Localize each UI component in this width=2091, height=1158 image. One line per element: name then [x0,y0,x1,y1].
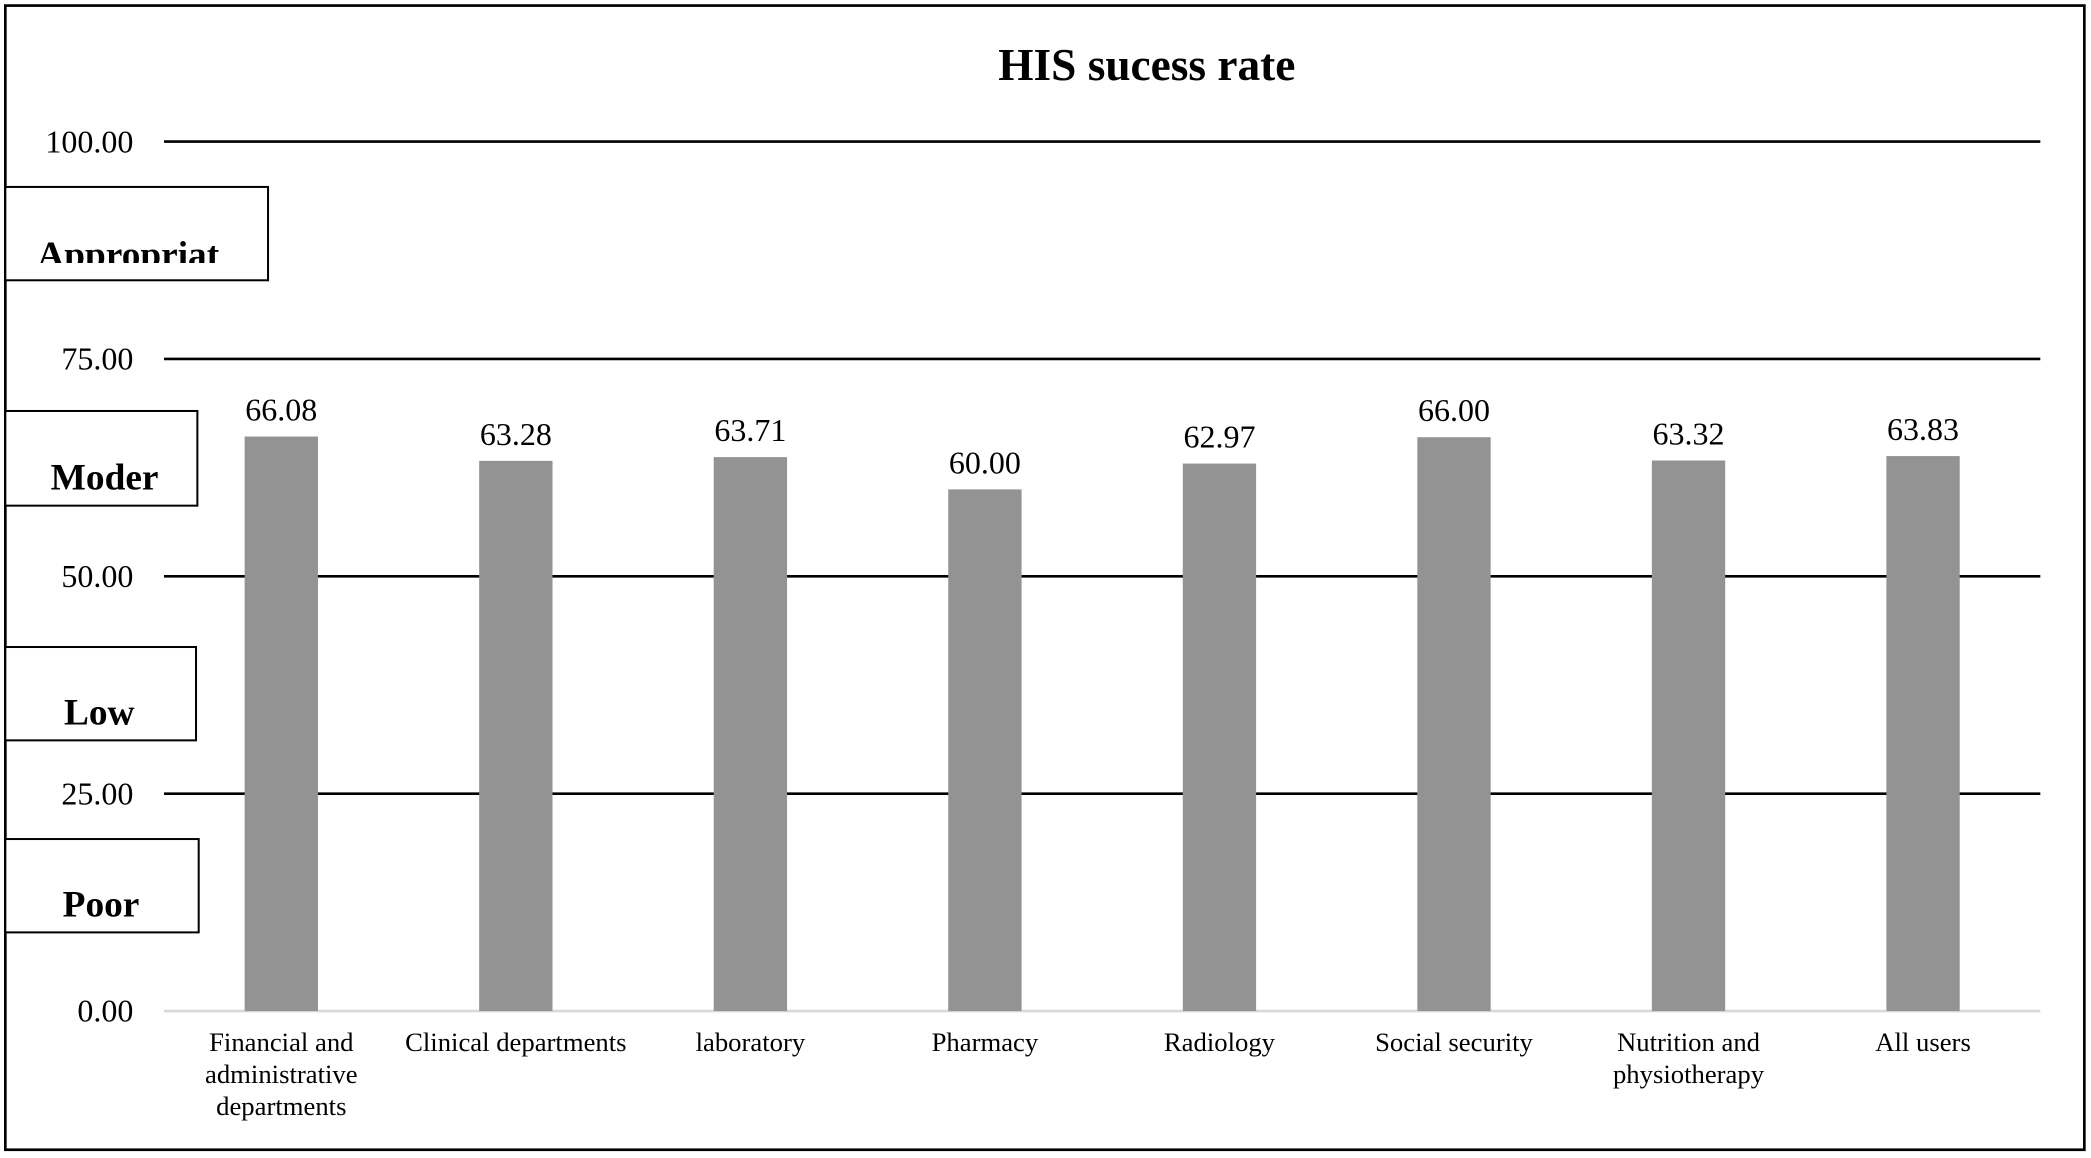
annotation-box [4,646,198,742]
y-tick-label: 50.00 [61,558,133,594]
bar [1651,460,1726,1012]
data-label: 63.28 [480,416,552,452]
annotation: Low [64,692,135,733]
bar [1417,437,1491,1012]
x-tick-label-box: Radiology [1163,1028,1276,1058]
x-tick-label-box: All users [1875,1028,1971,1058]
data-label: 62.97 [1183,419,1255,455]
chart-title: HIS sucess rate [998,40,1295,90]
bar [479,460,553,1012]
data-label: 66.08 [245,392,317,428]
data-label: 63.83 [1887,411,1959,447]
y-tick-label: 25.00 [61,775,133,811]
annotation: Poor [63,884,140,925]
x-tick-label: Social security [1375,1028,1533,1058]
y-tick-label: 75.00 [61,341,133,377]
bar [244,436,318,1012]
y-tick-label: 0.00 [77,993,133,1029]
bar [948,489,1022,1012]
bar [1886,456,1960,1012]
x-tick-label: Clinical departments [405,1028,627,1058]
x-tick-label-box: laboratory [695,1028,806,1058]
annotation: Appropriat [37,235,219,276]
annotation-box [4,838,200,934]
x-tick-label-box: Clinical departments [405,1028,627,1058]
annotation-box [4,185,270,282]
x-tick-label: All users [1875,1028,1971,1058]
data-label: 63.71 [714,412,786,448]
y-tick-label: 100.00 [45,123,133,159]
data-label: 60.00 [949,444,1021,480]
x-tick-label-box: Pharmacy [931,1028,1039,1058]
x-tick-label: Radiology [1163,1028,1276,1058]
annotation-box [4,409,199,507]
data-label: 66.00 [1418,392,1490,428]
bar [1182,463,1257,1012]
x-tick-label: Pharmacy [931,1028,1039,1058]
x-tick-label: Financial and administrative departments [204,1028,358,1122]
x-tick-label-box: Nutrition and physiotherapy [1612,1028,1765,1090]
annotation: Moder [51,458,159,499]
x-tick-label: laboratory [695,1028,806,1058]
x-tick-label: Nutrition and physiotherapy [1612,1028,1765,1090]
bar [713,457,788,1012]
x-tick-label-box: Social security [1375,1028,1533,1058]
x-tick-label-box: Financial and administrative departments [204,1028,358,1122]
data-label: 63.32 [1653,416,1725,452]
